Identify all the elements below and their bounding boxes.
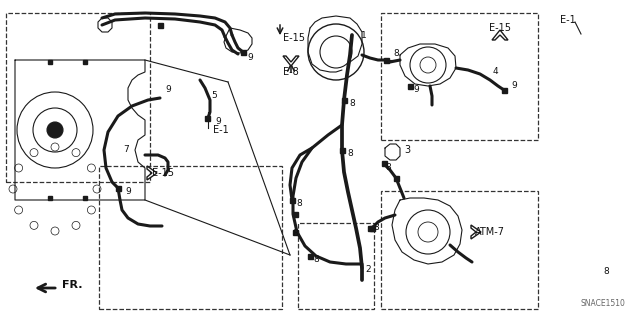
Text: 8: 8 bbox=[347, 150, 353, 159]
Bar bbox=[408, 84, 413, 88]
Bar bbox=[381, 13, 538, 140]
Text: 8: 8 bbox=[393, 49, 399, 58]
Bar bbox=[115, 186, 120, 190]
Text: 4: 4 bbox=[493, 68, 499, 77]
Bar bbox=[48, 60, 52, 64]
Bar bbox=[292, 211, 298, 217]
Bar bbox=[48, 196, 52, 200]
Text: FR.: FR. bbox=[62, 280, 83, 290]
Text: 2: 2 bbox=[365, 265, 371, 275]
Polygon shape bbox=[492, 30, 508, 40]
Bar bbox=[339, 147, 344, 152]
Polygon shape bbox=[283, 56, 299, 66]
Polygon shape bbox=[471, 225, 481, 239]
Text: E-1: E-1 bbox=[213, 125, 228, 135]
Text: 8: 8 bbox=[385, 164, 391, 173]
Bar bbox=[205, 115, 209, 121]
Bar bbox=[99, 166, 282, 309]
Text: E-1: E-1 bbox=[560, 15, 576, 25]
Bar bbox=[383, 57, 388, 63]
Circle shape bbox=[47, 122, 63, 138]
Bar bbox=[83, 60, 87, 64]
Text: 9: 9 bbox=[247, 54, 253, 63]
Text: 8: 8 bbox=[349, 100, 355, 108]
Text: 7: 7 bbox=[123, 145, 129, 154]
Bar bbox=[292, 229, 298, 234]
Bar bbox=[298, 223, 374, 309]
Text: 3: 3 bbox=[404, 145, 410, 155]
Text: E-15: E-15 bbox=[152, 168, 174, 178]
Text: 8: 8 bbox=[292, 229, 298, 239]
Text: SNACE1510: SNACE1510 bbox=[580, 299, 625, 308]
Bar bbox=[367, 226, 372, 231]
Bar bbox=[157, 23, 163, 27]
Text: 9: 9 bbox=[511, 81, 516, 91]
Text: 9: 9 bbox=[165, 85, 171, 94]
Bar bbox=[342, 98, 346, 102]
Bar bbox=[394, 175, 399, 181]
Bar bbox=[381, 191, 538, 309]
Bar bbox=[502, 87, 506, 93]
Text: 8: 8 bbox=[296, 199, 301, 209]
Text: 5: 5 bbox=[211, 92, 217, 100]
Text: E-15: E-15 bbox=[283, 33, 305, 43]
Bar bbox=[369, 226, 374, 231]
Text: ATM-7: ATM-7 bbox=[475, 227, 505, 237]
Bar bbox=[307, 254, 312, 258]
Text: 9: 9 bbox=[215, 117, 221, 127]
Text: E-8: E-8 bbox=[283, 67, 299, 77]
Bar bbox=[289, 197, 294, 203]
Text: 1: 1 bbox=[361, 32, 367, 41]
Text: 8: 8 bbox=[313, 256, 319, 264]
Bar bbox=[381, 160, 387, 166]
Bar bbox=[241, 49, 246, 55]
Bar bbox=[6, 13, 150, 182]
Text: E-15: E-15 bbox=[489, 23, 511, 33]
Text: 9: 9 bbox=[413, 85, 419, 94]
Polygon shape bbox=[147, 166, 157, 180]
Bar bbox=[83, 196, 87, 200]
Text: 8: 8 bbox=[603, 268, 609, 277]
Text: 8: 8 bbox=[373, 224, 379, 233]
Text: 9: 9 bbox=[125, 188, 131, 197]
